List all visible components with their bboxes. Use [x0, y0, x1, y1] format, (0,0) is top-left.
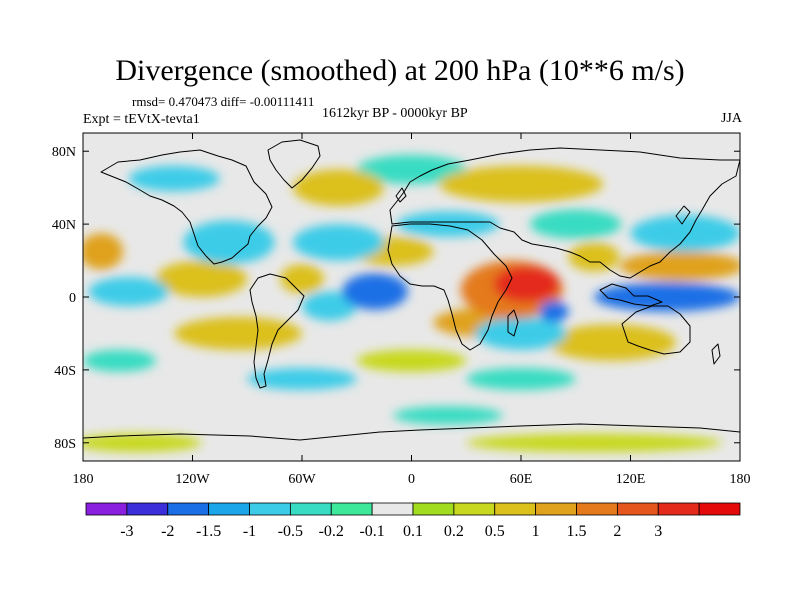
colorbar-swatch — [85, 502, 128, 516]
colorbar-label: 1.5 — [567, 523, 587, 540]
x-tick-label: 120W — [175, 472, 210, 487]
colorbar-label: -1.5 — [196, 523, 221, 540]
coastline-greenland — [267, 139, 321, 189]
field-blob — [292, 224, 385, 261]
divergence-field — [83, 154, 740, 452]
colorbar-label: -1 — [243, 523, 256, 540]
field-blob — [342, 273, 408, 310]
colorbar-swatch — [453, 502, 496, 516]
colorbar-swatch — [208, 502, 250, 516]
field-blob — [88, 276, 169, 307]
experiment-label: Expt = tEVtX-tevta1 — [83, 112, 200, 127]
field-blob — [83, 349, 156, 372]
coastline-australia — [621, 305, 691, 355]
y-axis: 80N 40N 0 40S 80S — [52, 145, 740, 452]
colorbar-swatch — [167, 502, 210, 516]
field-blob — [280, 264, 324, 294]
coastlines — [83, 139, 740, 441]
x-tick-label: 120E — [616, 472, 646, 487]
colorbar-swatch — [657, 502, 700, 516]
coastline-antarctica — [83, 423, 740, 441]
colorbar-label: -2 — [161, 523, 174, 540]
colorbar-swatch — [494, 502, 537, 516]
field-blob — [183, 220, 275, 265]
colorbar-label: 0.2 — [444, 523, 464, 540]
coastline-maritime-continent — [599, 283, 663, 307]
field-blob — [568, 242, 620, 272]
colorbar-label: -3 — [120, 523, 133, 540]
period-label: 1612kyr BP - 0000kyr BP — [322, 106, 468, 121]
field-blob — [475, 317, 567, 350]
x-tick-label: 180 — [73, 472, 94, 487]
field-blob — [128, 165, 220, 192]
coastline-north-america — [100, 149, 273, 265]
field-blob — [302, 291, 357, 321]
y-tick-label: 0 — [69, 291, 76, 306]
colorbar-label: 1 — [532, 523, 540, 540]
y-tick-label: 80N — [52, 145, 76, 160]
field-blob — [247, 368, 357, 390]
stats-label: rmsd= 0.470473 diff= -0.00111411 — [132, 94, 315, 109]
coastline-britain — [395, 187, 407, 203]
x-tick-label: 0 — [408, 472, 415, 487]
x-tick-label: 180 — [730, 472, 751, 487]
colorbar-swatch — [576, 502, 618, 516]
colorbar-swatch — [535, 502, 577, 516]
coastline-new-zealand — [711, 343, 721, 365]
field-blob — [174, 317, 302, 350]
field-blob — [466, 433, 722, 452]
coastline-madagascar — [507, 309, 519, 337]
field-blob — [156, 260, 248, 297]
field-blob — [83, 233, 124, 270]
field-blob — [539, 300, 569, 323]
colorbar-swatch — [249, 502, 291, 516]
field-blob — [438, 165, 604, 203]
field-blob — [493, 266, 560, 303]
field-blob — [530, 209, 622, 239]
colorbar-swatch — [698, 502, 741, 516]
field-blob — [292, 169, 385, 206]
colorbar-label: 0.5 — [485, 523, 505, 540]
chart-title: Divergence (smoothed) at 200 hPa (10**6 … — [115, 54, 685, 87]
colorbar-label: -0.1 — [359, 523, 384, 540]
x-axis: 180 120W 60W 0 60E 120E 180 — [73, 133, 751, 487]
season-label: JJA — [720, 111, 742, 126]
field-blob — [619, 251, 740, 281]
colorbar-swatch — [126, 502, 169, 516]
coastline-japan — [675, 205, 691, 225]
colorbar-swatch — [330, 502, 373, 516]
field-blob — [83, 433, 202, 452]
coastline-africa — [387, 223, 513, 351]
x-tick-label: 60W — [288, 472, 316, 487]
field-blob — [393, 406, 503, 425]
field-blob — [594, 282, 740, 312]
x-tick-label: 60E — [510, 472, 533, 487]
colorbar-swatch — [412, 502, 455, 516]
colorbar-swatch — [371, 502, 414, 516]
field-blob — [548, 324, 677, 361]
colorbar-label: -0.2 — [319, 523, 344, 540]
field-blob — [356, 154, 467, 185]
y-tick-label: 80S — [54, 437, 76, 452]
field-blob — [466, 368, 576, 390]
field-blob — [630, 215, 740, 252]
colorbar-swatch — [289, 502, 332, 516]
coastline-eurasia — [389, 147, 740, 279]
field-blob — [396, 211, 500, 237]
colorbar-label: -0.5 — [278, 523, 303, 540]
colorbar-label: 2 — [613, 523, 621, 540]
coastline-south-america — [249, 273, 305, 389]
field-blob — [356, 349, 467, 372]
colorbar: -3 -2 -1.5 -1 -0.5 -0.2 -0.1 0.1 0.2 0.5 1 1.5 2 3 — [85, 502, 741, 540]
colorbar-swatch — [616, 502, 659, 516]
y-tick-label: 40S — [54, 364, 76, 379]
colorbar-label: 3 — [654, 523, 662, 540]
colorbar-label: 0.1 — [403, 523, 423, 540]
y-tick-label: 40N — [52, 218, 76, 233]
